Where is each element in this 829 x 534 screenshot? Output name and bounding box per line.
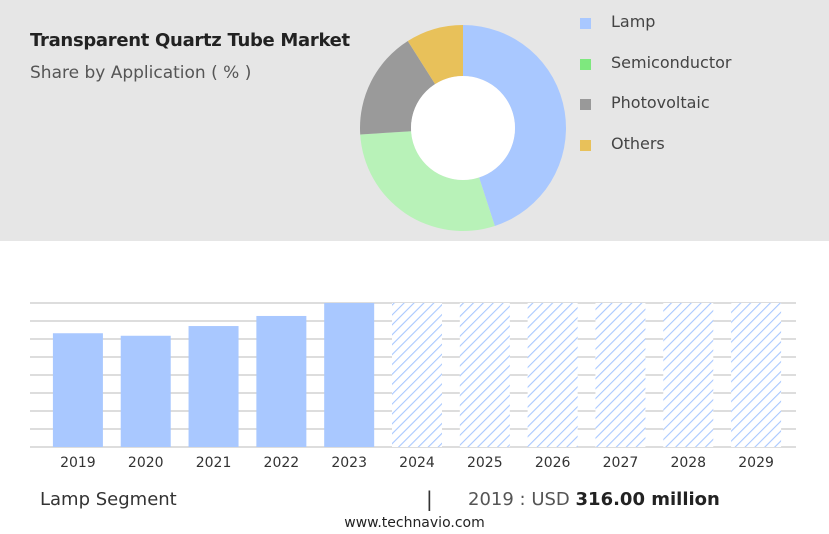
segment-value: 2019 : USD 316.00 million xyxy=(468,489,720,510)
footer-separator: | xyxy=(426,487,433,511)
bar-2025 xyxy=(459,303,510,447)
tick-label-2019: 2019 xyxy=(60,455,96,471)
bar-2028 xyxy=(663,303,714,447)
donut-chart xyxy=(360,25,567,231)
tick-label-2025: 2025 xyxy=(467,455,503,471)
tick-label-2023: 2023 xyxy=(331,455,367,471)
chart-title: Transparent Quartz Tube Market xyxy=(30,30,350,51)
segment-label: Lamp Segment xyxy=(40,489,177,510)
bar-2021 xyxy=(188,326,239,447)
tick-label-2027: 2027 xyxy=(603,455,639,471)
legend-label: Lamp xyxy=(611,12,656,31)
tick-label-2021: 2021 xyxy=(196,455,232,471)
bar-2029 xyxy=(731,303,782,447)
donut-hole xyxy=(411,76,515,180)
bar-2023 xyxy=(324,303,375,447)
bar-2026 xyxy=(527,303,578,447)
tick-label-2026: 2026 xyxy=(535,455,571,471)
donut-slice-semiconductor xyxy=(360,131,495,231)
legend-label: Others xyxy=(611,134,665,154)
tick-label-2022: 2022 xyxy=(264,455,300,471)
donut-slice-photovoltaic xyxy=(360,41,436,135)
source-link[interactable]: www.technavio.com xyxy=(344,515,485,531)
bar-chart: 2019 2020 2021 2022 2023 2024 2025 2026 2027 2028… xyxy=(30,302,796,471)
donut-slice-others xyxy=(407,25,463,85)
donut-slice-lamp xyxy=(463,25,567,226)
legend-swatch xyxy=(580,58,591,70)
legend-swatch xyxy=(580,18,591,29)
bar-2024 xyxy=(392,303,442,447)
segment-value-amount: 316.00 million xyxy=(575,489,720,510)
bar-2022 xyxy=(256,315,307,447)
tick-label-2029: 2029 xyxy=(738,455,774,471)
legend-swatch xyxy=(580,99,591,111)
tick-label-2020: 2020 xyxy=(128,455,164,471)
legend-swatch xyxy=(580,140,591,152)
bar-2019 xyxy=(52,333,103,447)
tick-label-2028: 2028 xyxy=(670,455,706,471)
legend-label: Photovoltaic xyxy=(611,93,710,113)
tick-label-2024: 2024 xyxy=(399,455,435,471)
chart-subtitle: Share by Application ( % ) xyxy=(30,63,252,83)
legend-label: Semiconductor xyxy=(611,52,732,72)
bar-2020 xyxy=(120,335,171,447)
bar-2027 xyxy=(595,303,646,447)
segment-value-prefix: 2019 : USD xyxy=(468,489,570,510)
